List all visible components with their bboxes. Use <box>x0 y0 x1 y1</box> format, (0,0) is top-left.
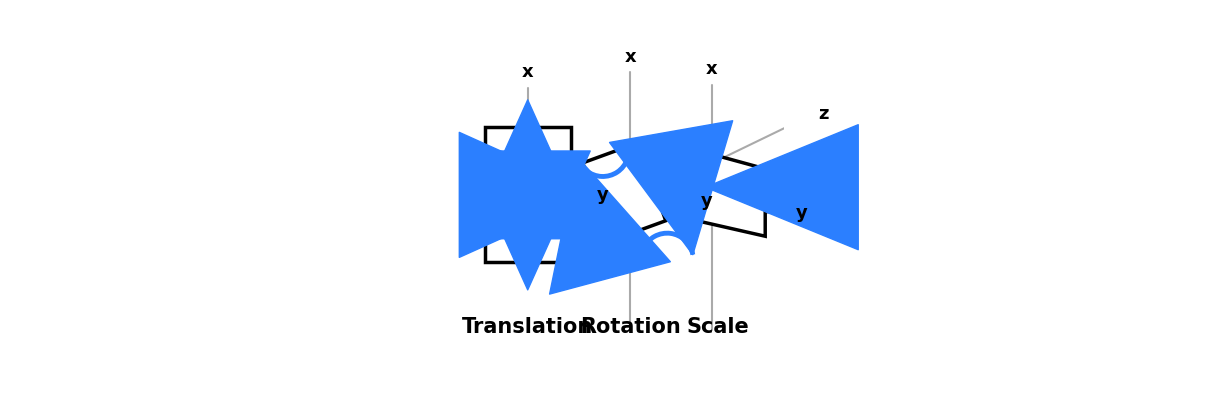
Text: y: y <box>796 204 808 222</box>
Polygon shape <box>697 150 765 236</box>
Text: Translation: Translation <box>462 317 593 338</box>
Text: y: y <box>597 186 609 204</box>
Text: Scale: Scale <box>686 317 749 338</box>
Text: Rotation: Rotation <box>581 317 680 338</box>
Text: x: x <box>706 60 717 78</box>
Bar <box>485 127 571 262</box>
Text: x: x <box>522 63 534 82</box>
Polygon shape <box>583 143 665 241</box>
Text: x: x <box>625 48 636 66</box>
Text: y: y <box>701 192 712 210</box>
Text: z: z <box>818 105 829 123</box>
